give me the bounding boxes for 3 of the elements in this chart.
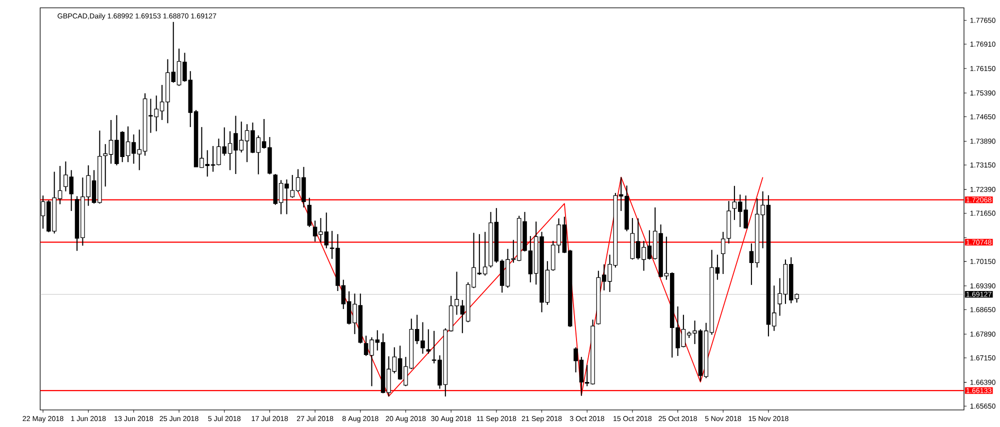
candlestick bbox=[307, 197, 312, 228]
candlestick bbox=[426, 328, 431, 354]
candlestick bbox=[720, 232, 726, 275]
